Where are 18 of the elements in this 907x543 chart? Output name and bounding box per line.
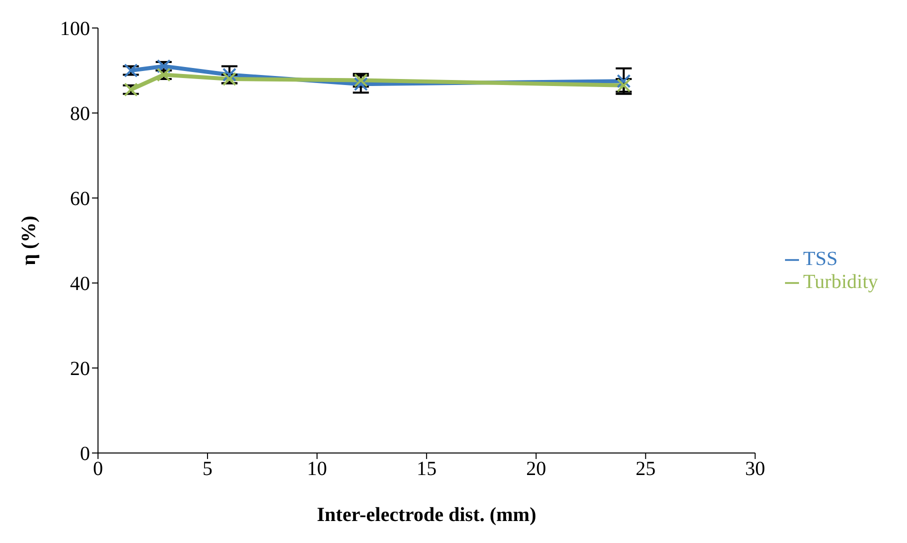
x-tick-label: 15 <box>416 458 437 480</box>
point <box>616 74 631 88</box>
y-tick-label: 80 <box>70 103 90 126</box>
y-tick-label: 0 <box>80 443 90 466</box>
y-tick-label: 100 <box>60 18 90 40</box>
x-tick-label: 10 <box>307 458 328 480</box>
point <box>354 77 368 92</box>
x-tick-label: 25 <box>636 458 656 480</box>
y-tick-label: 20 <box>70 358 90 380</box>
x-tick-label: 20 <box>526 458 546 480</box>
x-tick-label: 5 <box>202 458 213 480</box>
legend-label: Turbidity <box>803 270 878 292</box>
legend-label: TSS <box>803 248 838 270</box>
y-axis-title: η (%) <box>18 216 40 266</box>
y-tick-label: 60 <box>70 188 90 210</box>
x-axis-title: Inter-electrode dist. (mm) <box>316 504 536 526</box>
y-tick-label: 40 <box>70 273 90 296</box>
x-tick-label: 30 <box>745 458 766 480</box>
